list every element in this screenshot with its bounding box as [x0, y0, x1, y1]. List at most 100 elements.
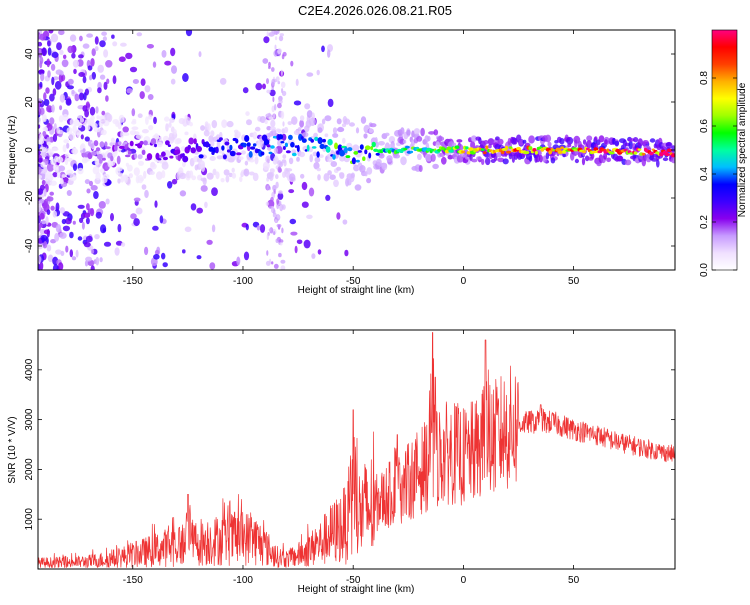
spectrogram-band-blob	[148, 125, 154, 131]
spectrogram-ridge-blob	[91, 151, 97, 156]
spectrogram-ridge-blob	[593, 147, 599, 151]
spectrogram-noise-blob	[59, 232, 67, 239]
spectrogram-ridge-blob	[229, 144, 233, 151]
spectrogram-band-blob	[211, 120, 218, 129]
spectrogram-ridge-blob	[285, 150, 291, 154]
spectrogram-ytick-label: -40	[24, 238, 35, 253]
spectrogram-noise-blob	[85, 235, 93, 243]
spectrogram-ridge-blob	[664, 152, 670, 157]
spectrogram-noise-blob	[281, 204, 286, 210]
spectrogram-band-blob	[368, 128, 374, 133]
spectrogram-band-blob	[139, 177, 144, 182]
spectrogram-noise-blob	[91, 48, 96, 57]
spectrogram-noise-blob	[211, 187, 218, 197]
spectrogram-ytick-label: -20	[24, 190, 35, 205]
spectrogram-band-blob	[528, 135, 535, 144]
spectrogram-band-blob	[502, 158, 509, 165]
spectrogram-band-blob	[313, 162, 320, 170]
spectrogram-band-blob	[252, 131, 258, 140]
spectrogram-band-blob	[299, 115, 305, 121]
spectrogram-band-blob	[226, 120, 234, 128]
spectrogram-ridge-blob	[364, 149, 368, 155]
spectrogram-noise-blob	[75, 249, 79, 258]
spectrogram-band-blob	[207, 123, 211, 131]
spectrogram-band-blob	[46, 141, 52, 146]
spectrogram-noise-blob	[277, 48, 282, 54]
spectrogram-ridge-blob	[659, 152, 664, 157]
spectrogram-ridge-blob	[277, 134, 284, 140]
spectrogram-band-blob	[308, 117, 316, 126]
spectrogram-noise-blob	[72, 163, 78, 171]
spectrogram-noise-blob	[102, 36, 107, 42]
spectrogram-band-blob	[128, 173, 133, 179]
spectrogram-xtick-label: -50	[346, 276, 361, 287]
spectrogram-band-blob	[237, 131, 241, 137]
spectrogram-noise-blob	[43, 229, 51, 235]
spectrogram-band-blob	[441, 156, 447, 165]
spectrogram-noise-blob	[81, 221, 85, 230]
spectrogram-xtick-label: 0	[461, 276, 467, 287]
spectrogram-noise-blob	[94, 46, 99, 52]
spectrogram-ridge-blob	[154, 143, 157, 148]
spectrogram-band-blob	[117, 122, 122, 130]
spectrogram-ytick-label: 20	[24, 96, 35, 108]
spectrogram-noise-blob	[271, 78, 276, 86]
spectrogram-band-blob	[254, 156, 259, 165]
colorbar-tick-label: 0.2	[699, 215, 710, 229]
spectrogram-noise-blob	[41, 151, 47, 158]
spectrogram-noise-blob	[52, 133, 58, 142]
spectrogram-noise-blob	[50, 33, 59, 43]
spectrogram-band-blob	[206, 172, 214, 180]
spectrogram-noise-blob	[90, 58, 95, 67]
spectrogram-noise-blob	[38, 225, 41, 232]
snr-marks	[38, 332, 675, 568]
spectrogram-band-blob	[427, 135, 431, 142]
spectrogram-noise-blob	[45, 216, 49, 226]
spectrogram-band-blob	[338, 172, 345, 177]
spectrogram-ridge-blob	[532, 148, 537, 152]
spectrogram-noise-blob	[280, 81, 286, 89]
spectrogram-band-blob	[606, 157, 612, 163]
spectrogram-ridge-blob	[174, 149, 181, 155]
spectrogram-noise-blob	[132, 79, 139, 84]
spectrogram-noise-blob	[293, 100, 302, 106]
spectrogram-band-blob	[62, 114, 69, 121]
spectrogram-noise-blob	[99, 40, 106, 48]
snr-xtick-label: 0	[461, 575, 467, 586]
spectrogram-marks	[38, 30, 675, 270]
spectrogram-band-blob	[614, 140, 620, 146]
spectrogram-noise-blob	[47, 47, 52, 56]
spectrogram-noise-blob	[154, 200, 158, 208]
spectrogram-noise-blob	[146, 44, 154, 49]
spectrogram-band-blob	[584, 155, 590, 162]
spectrogram-band-blob	[285, 168, 293, 172]
spectrogram-band-blob	[212, 168, 217, 176]
spectrogram-ridge-blob	[582, 150, 586, 154]
spectrogram-noise-blob	[95, 211, 102, 219]
spectrogram-noise-blob	[87, 65, 93, 71]
spectrogram-noise-blob	[99, 257, 103, 263]
snr-series-line	[38, 332, 675, 568]
spectrogram-noise-blob	[98, 201, 106, 209]
spectrogram-band-blob	[76, 132, 80, 138]
spectrogram-xlabel: Height of straight line (km)	[298, 285, 415, 296]
spectrogram-band-blob	[418, 165, 423, 172]
spectrogram-band-blob	[238, 156, 244, 161]
spectrogram-ridge-blob	[90, 143, 94, 149]
spectrogram-band-blob	[118, 114, 125, 123]
spectrogram-noise-blob	[39, 81, 43, 88]
snr-axes: -150 -100 -50 0 50 1000 2000 3000 4000	[24, 330, 675, 586]
spectrogram-band-blob	[159, 136, 163, 142]
spectrogram-noise-blob	[281, 90, 287, 97]
spectrogram-noise-blob	[278, 239, 284, 244]
spectrogram-band-blob	[58, 115, 64, 123]
spectrogram-noise-blob	[69, 231, 74, 239]
spectrogram-noise-blob	[271, 205, 274, 213]
spectrogram-ridge-blob	[508, 146, 513, 149]
spectrogram-band-blob	[544, 134, 552, 143]
spectrogram-band-blob	[198, 160, 205, 169]
spectrogram-noise-blob	[84, 109, 89, 118]
spectrogram-ridge-blob	[337, 144, 343, 152]
spectrogram-ridge-blob	[167, 144, 171, 148]
spectrogram-band-blob	[416, 136, 423, 142]
